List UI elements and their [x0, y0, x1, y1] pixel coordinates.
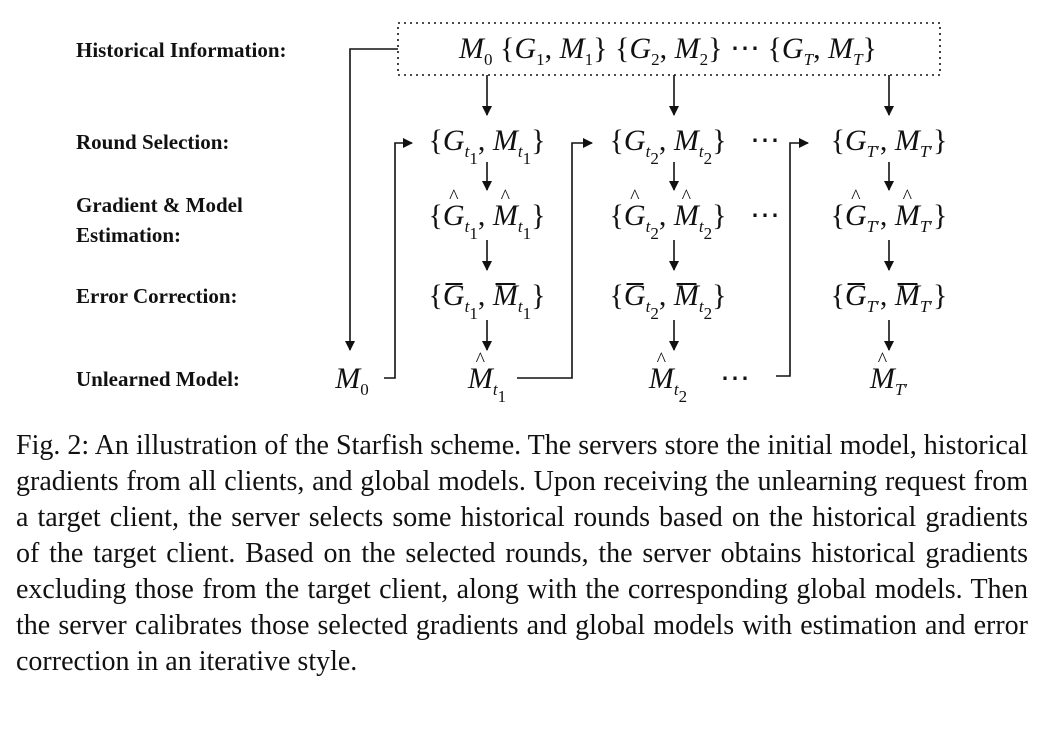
arrow-mt1-to-round2 — [517, 138, 593, 379]
historical-info-box — [397, 22, 941, 76]
ellipsis-unlearned: ⋯ — [720, 362, 750, 395]
selected-round-2: {Gt2, Mt2} — [609, 124, 727, 168]
unlearned-model-m0: M0 — [335, 362, 369, 399]
unlearned-model-t2: Mt2 — [649, 350, 687, 405]
estimated-round-2: {Gt2, Mt2} — [610, 187, 727, 242]
label-error-correction: Error Correction: — [76, 284, 238, 308]
figure-caption: Fig. 2: An illustration of the Starfish … — [16, 430, 1028, 677]
arrow-history-to-m0 — [345, 48, 398, 351]
starfish-scheme-diagram: Historical Information: Round Selection:… — [0, 0, 1051, 420]
unlearned-model-T-prime: MT′ — [870, 350, 908, 398]
corrected-round-1: {Gt1, Mt1} — [428, 279, 546, 323]
label-gradient-model-estimation: Gradient & Model Estimation: — [76, 193, 243, 247]
label-round-selection: Round Selection: — [76, 130, 230, 154]
arrow-m0-to-round1 — [384, 138, 413, 379]
diagram-connectors — [345, 22, 941, 379]
ellipsis-estimation: ⋯ — [750, 199, 780, 232]
historical-information-sequence: M0 {G1, M1} {G2, M2} ⋯ {GT, MT} — [459, 32, 877, 69]
selected-round-1: {Gt1, Mt1} — [428, 124, 546, 168]
selected-round-T-prime: {GT′, MT′} — [830, 124, 948, 161]
label-unlearned-model: Unlearned Model: — [76, 367, 240, 391]
estimated-round-1: {Gt1, Mt1} — [429, 187, 546, 242]
estimated-round-T-prime: {GT′, MT′} — [831, 187, 948, 235]
corrected-round-2: {Gt2, Mt2} — [609, 279, 727, 323]
corrected-round-T-prime: {GT′, MT′} — [830, 279, 948, 316]
ellipsis-round-selection: ⋯ — [750, 124, 780, 157]
arrow-ellipsis-to-roundT — [776, 138, 809, 377]
unlearned-model-t1: Mt1 — [468, 350, 506, 405]
label-historical-information: Historical Information: — [76, 38, 287, 62]
